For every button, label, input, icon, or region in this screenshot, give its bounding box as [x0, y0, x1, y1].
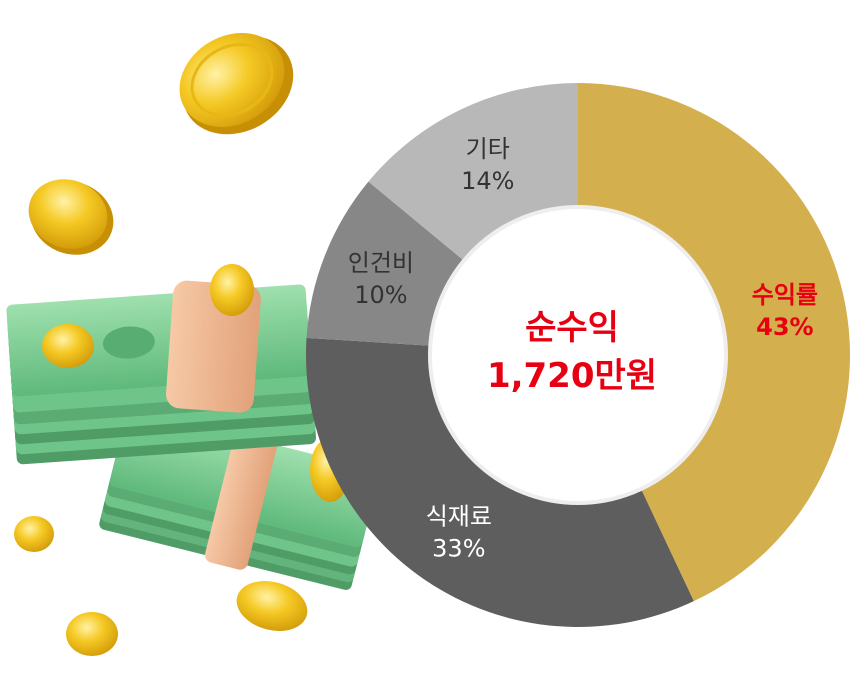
- coin-icon: [14, 516, 54, 552]
- slice-value-label: 33%: [432, 534, 485, 562]
- coin-icon: [66, 612, 118, 656]
- slice-category-label: 식재료: [426, 502, 492, 530]
- slice-category-label: 기타: [466, 135, 510, 163]
- center-title: 순수익: [525, 308, 619, 348]
- slice-value-label: 43%: [756, 313, 813, 341]
- coin-icon: [28, 179, 114, 255]
- coin-icon: [42, 324, 94, 368]
- coin-icon: [179, 33, 294, 135]
- slice-category-label: 수익률: [752, 281, 818, 309]
- coin-icon: [210, 264, 254, 316]
- slice-value-label: 14%: [461, 167, 514, 195]
- center-disc: [428, 205, 728, 505]
- coin-icon: [236, 581, 308, 631]
- center-value: 1,720만원: [487, 356, 657, 396]
- slice-value-label: 10%: [354, 281, 407, 309]
- slice-category-label: 인건비: [348, 249, 414, 277]
